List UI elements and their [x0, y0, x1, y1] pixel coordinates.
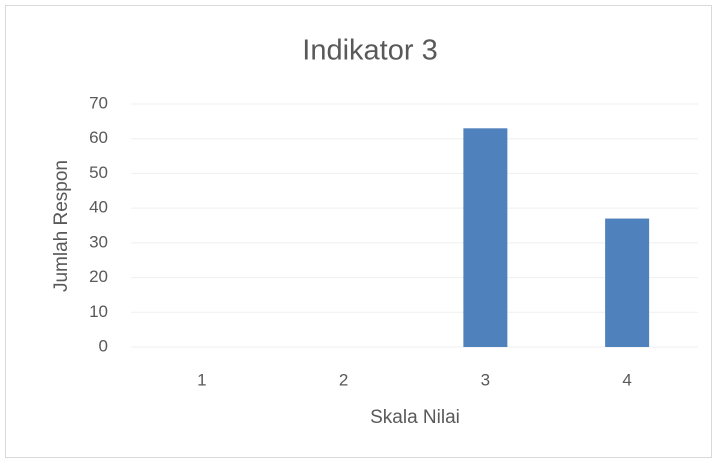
x-tick-label: 1	[197, 370, 206, 389]
bar	[605, 218, 650, 347]
x-tick-label: 3	[481, 370, 490, 389]
y-tick-label: 0	[99, 336, 108, 355]
y-axis-title: Jumlah Respon	[51, 160, 72, 292]
y-tick-label: 60	[89, 128, 108, 147]
y-tick-label: 40	[89, 198, 108, 217]
bar	[463, 128, 508, 347]
y-tick-label: 30	[89, 232, 108, 251]
y-tick-label: 50	[89, 163, 108, 182]
chart-frame	[5, 5, 712, 458]
x-axis-title: Skala Nilai	[370, 407, 460, 428]
y-tick-label: 20	[89, 267, 108, 286]
x-tick-label: 4	[622, 370, 631, 389]
x-tick-label: 2	[339, 370, 348, 389]
chart-title: Indikator 3	[302, 35, 437, 67]
y-tick-label: 70	[89, 93, 108, 112]
y-tick-label: 10	[89, 302, 108, 321]
